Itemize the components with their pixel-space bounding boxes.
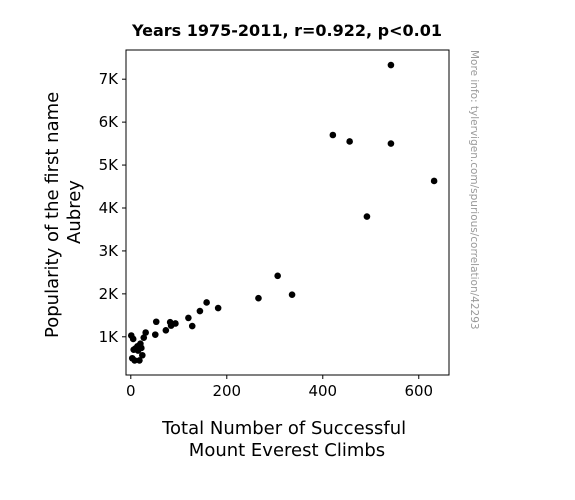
data-point [129, 335, 137, 343]
plot-area: 0 200 400 600 1K 2K 3K 4K 5K 6K 7K [99, 49, 450, 400]
y-tick-label: 4K [99, 199, 120, 217]
data-point [172, 320, 179, 327]
data-point [387, 61, 395, 69]
data-point [255, 294, 262, 302]
data-point [162, 327, 170, 334]
y-axis-label: Popularity of the first name Aubrey [42, 86, 85, 338]
data-point [131, 357, 138, 364]
data-point [430, 177, 438, 185]
x-tick-label: 400 [308, 382, 337, 400]
y-tick-label: 2K [99, 285, 120, 303]
x-axis-label: Total Number of Successful Mount Everest… [161, 418, 412, 461]
data-point [188, 322, 196, 330]
data-point [363, 213, 371, 220]
x-axis-label-line-1: Total Number of Successful [161, 418, 406, 439]
x-tick-label: 600 [404, 382, 433, 400]
y-axis-label-line-1: Popularity of the first name [42, 92, 63, 338]
data-point [151, 331, 159, 338]
data-point [136, 357, 143, 364]
data-point [288, 291, 296, 299]
y-tick-label: 6K [99, 113, 120, 131]
plot-frame [125, 49, 450, 376]
data-points [127, 61, 438, 364]
data-point [214, 304, 222, 312]
data-point [329, 131, 337, 139]
data-point [142, 329, 149, 336]
data-point [387, 140, 395, 147]
y-axis-ticks: 1K 2K 3K 4K 5K 6K 7K [99, 70, 126, 346]
data-point [346, 138, 353, 145]
y-tick-label: 7K [99, 70, 120, 88]
y-tick-label: 1K [99, 328, 120, 346]
y-tick-label: 3K [99, 242, 120, 260]
data-point [196, 307, 204, 315]
x-tick-label: 0 [126, 382, 136, 400]
data-point [185, 314, 192, 322]
x-axis-label-line-2: Mount Everest Climbs [189, 440, 385, 461]
data-point [139, 351, 146, 359]
y-tick-label: 5K [99, 156, 120, 174]
source-note: More info: tylervigen.com/spurious/corre… [468, 50, 480, 330]
data-point [140, 334, 148, 341]
x-tick-label: 200 [212, 382, 241, 400]
data-point [138, 344, 145, 352]
chart-title: Years 1975-2011, r=0.922, p<0.01 [131, 21, 442, 40]
y-axis-label-line-2: Aubrey [64, 180, 85, 244]
data-point [274, 272, 281, 280]
x-axis-ticks: 0 200 400 600 [126, 375, 433, 400]
data-point [203, 299, 210, 306]
data-point [152, 318, 160, 326]
